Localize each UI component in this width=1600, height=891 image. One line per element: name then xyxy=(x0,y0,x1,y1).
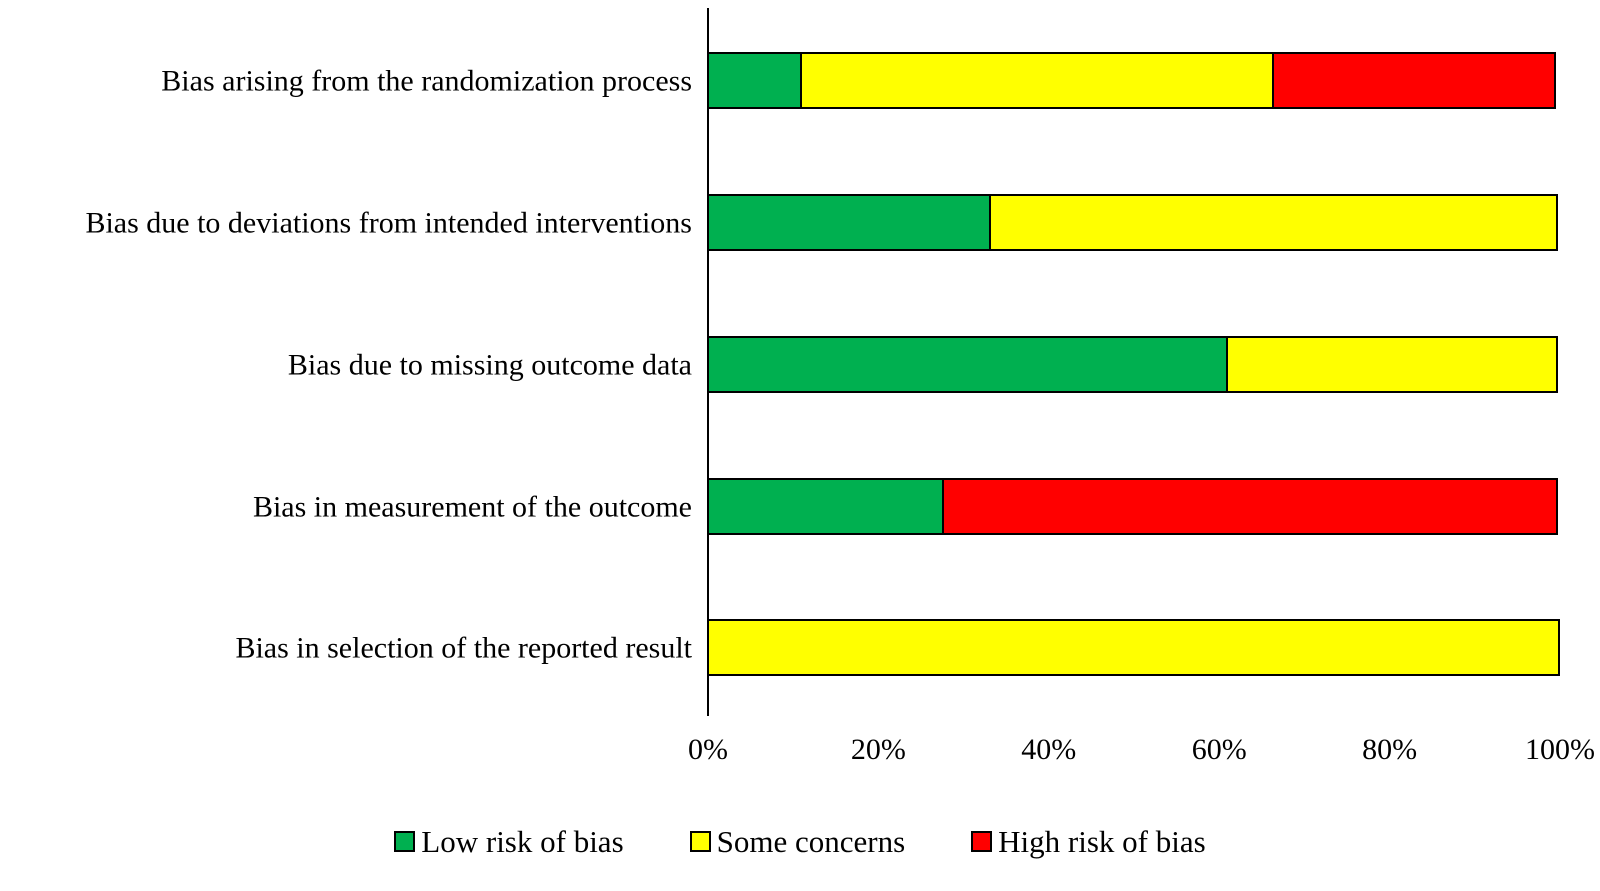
stacked-bar xyxy=(707,336,1560,393)
legend-item-low-risk: Low risk of bias xyxy=(394,824,624,860)
bar-segment-high-risk xyxy=(1271,52,1556,109)
stacked-bar xyxy=(707,194,1560,251)
bar-segment-low-risk xyxy=(707,194,992,251)
x-axis-tick-label: 80% xyxy=(1362,733,1418,766)
x-axis-tick-label: 40% xyxy=(1021,733,1077,766)
legend-label: Low risk of bias xyxy=(421,824,624,859)
legend-item-some-concerns: Some concerns xyxy=(689,824,906,860)
chart-row: Bias in measurement of the outcome xyxy=(0,478,1600,535)
x-axis-tick-label: 0% xyxy=(688,733,728,766)
bar-segment-some-concerns xyxy=(707,619,1560,676)
stacked-bar xyxy=(707,52,1560,109)
x-axis-tick-label: 20% xyxy=(850,733,906,766)
chart-row: Bias due to deviations from intended int… xyxy=(0,194,1600,251)
stacked-bar xyxy=(707,619,1560,676)
legend-label: Some concerns xyxy=(716,824,906,859)
bar-segment-low-risk xyxy=(707,478,945,535)
category-label: Bias in measurement of the outcome xyxy=(252,490,692,523)
x-axis-tick-label: 60% xyxy=(1191,733,1247,766)
legend-swatch-some-concerns-icon xyxy=(689,830,711,852)
category-label: Bias arising from the randomization proc… xyxy=(161,64,692,97)
bar-segment-some-concerns xyxy=(1226,336,1558,393)
chart-legend: Low risk of bias Some concerns High risk o… xyxy=(0,824,1600,860)
category-label: Bias in selection of the reported result xyxy=(235,631,692,664)
x-axis-tick-label: 100% xyxy=(1525,733,1595,766)
legend-swatch-low-risk-icon xyxy=(394,830,416,852)
stacked-bar xyxy=(707,478,1560,535)
chart-row: Bias in selection of the reported result xyxy=(0,619,1600,676)
chart-row: Bias due to missing outcome data xyxy=(0,336,1600,393)
legend-swatch-high-risk-icon xyxy=(971,830,993,852)
legend-item-high-risk: High risk of bias xyxy=(971,824,1206,860)
bar-segment-high-risk xyxy=(942,478,1558,535)
category-label: Bias due to deviations from intended int… xyxy=(85,206,692,239)
chart-row: Bias arising from the randomization proc… xyxy=(0,52,1600,109)
bar-segment-low-risk xyxy=(707,52,802,109)
legend-label: High risk of bias xyxy=(998,824,1206,859)
category-label: Bias due to missing outcome data xyxy=(287,348,692,381)
bar-segment-some-concerns xyxy=(799,52,1274,109)
bar-segment-some-concerns xyxy=(989,194,1558,251)
bar-segment-low-risk xyxy=(707,336,1229,393)
